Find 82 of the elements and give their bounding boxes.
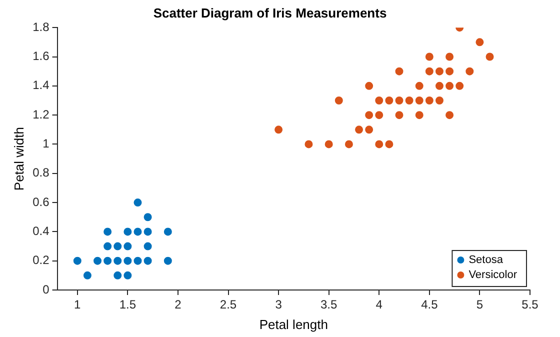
point: [415, 111, 424, 120]
point: [124, 242, 132, 250]
point: [274, 126, 283, 134]
y-tick-label: 1.4: [32, 78, 50, 92]
point: [104, 228, 112, 236]
point: [446, 82, 454, 90]
point: [134, 256, 142, 265]
y-tick-label: 0.8: [32, 166, 50, 180]
chart-title: Scatter Diagram of Iris Measurements: [153, 5, 387, 20]
x-tick-label: 1.5: [119, 298, 136, 312]
point: [365, 111, 374, 120]
legend-label: Versicolor: [468, 269, 518, 282]
point: [144, 228, 152, 236]
point: [73, 256, 82, 265]
point: [164, 228, 172, 236]
point: [395, 67, 404, 76]
y-tick-label: 0.6: [32, 194, 50, 209]
point: [446, 111, 454, 120]
point: [385, 96, 394, 104]
point: [344, 140, 353, 148]
y-tick-label: 1: [42, 136, 50, 151]
point: [144, 242, 152, 250]
point: [425, 52, 434, 61]
point: [114, 242, 122, 250]
y-tick-label: 0.2: [32, 253, 50, 268]
point: [355, 126, 364, 134]
point: [435, 82, 444, 90]
point: [395, 96, 404, 104]
point: [405, 96, 414, 104]
y-tick-label: 1.8: [32, 20, 50, 34]
x-tick-label: 2.5: [220, 298, 237, 312]
point: [144, 256, 152, 265]
point: [375, 96, 384, 104]
point: [395, 111, 404, 120]
point: [304, 140, 313, 148]
point: [124, 271, 132, 280]
x-tick-label: 3: [275, 298, 282, 312]
point: [435, 67, 444, 76]
point: [324, 140, 333, 148]
x-tick-label: 5: [476, 298, 484, 312]
point: [124, 228, 132, 236]
point: [94, 256, 102, 265]
y-tick-label: 1.6: [32, 49, 50, 64]
point: [415, 96, 424, 104]
point: [476, 38, 484, 46]
point: [375, 140, 384, 148]
point: [104, 256, 112, 265]
x-tick-label: 5.5: [522, 298, 539, 312]
point: [365, 126, 374, 134]
y-tick-label: 0.4: [32, 224, 50, 238]
x-tick-label: 1: [74, 298, 82, 312]
point: [385, 140, 394, 148]
point: [446, 67, 454, 76]
x-axis-title: Petal length: [259, 316, 328, 332]
y-axis-title: Petal width: [11, 127, 26, 191]
point: [375, 111, 384, 120]
y-tick-label: 1.2: [32, 107, 50, 122]
point: [446, 52, 454, 61]
x-tick-label: 2: [174, 298, 182, 312]
point: [114, 256, 122, 265]
point: [456, 82, 464, 90]
x-tick-label: 4: [376, 298, 383, 312]
point: [83, 271, 92, 280]
point: [425, 96, 434, 104]
point: [425, 67, 434, 76]
point: [134, 228, 142, 236]
point: [124, 256, 132, 265]
x-tick-label: 4.5: [421, 298, 438, 312]
point: [114, 271, 122, 280]
point: [466, 67, 474, 76]
x-tick-label: 3.5: [320, 298, 338, 312]
point: [415, 82, 424, 90]
point: [104, 242, 112, 250]
point: [334, 96, 343, 104]
y-tick-label: 0: [42, 282, 50, 296]
point: [134, 198, 142, 207]
point: [144, 213, 152, 222]
point: [164, 256, 172, 265]
point: [365, 82, 374, 90]
point: [435, 96, 444, 104]
legend-label: Setosa: [468, 254, 504, 266]
point: [486, 52, 494, 61]
